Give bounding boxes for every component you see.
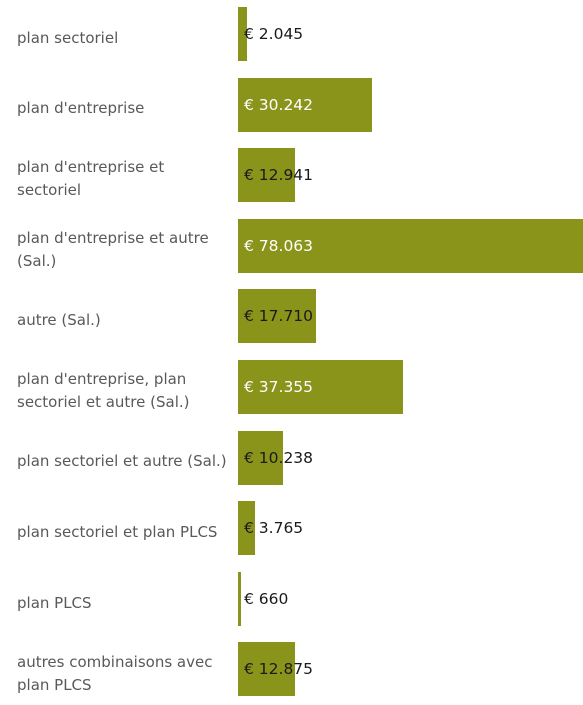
category-label: autres combinaisons avec plan PLCS [17, 652, 213, 694]
value-label: € 3.765 [244, 519, 304, 538]
value-label: € 2.045 [244, 25, 304, 43]
category-label: plan sectoriel et plan PLCS [17, 522, 218, 541]
category-label: autre (Sal.) [17, 311, 101, 330]
value-label: € 12.875 [244, 660, 314, 679]
bar [238, 218, 583, 273]
category-label: plan d'entreprise [17, 99, 145, 118]
category-label: plan PLCS [17, 593, 92, 612]
category-label: plan sectoriel [17, 28, 119, 47]
bar [238, 7, 248, 61]
bar [238, 77, 372, 132]
bar [238, 360, 404, 414]
category-label: plan d'entreprise et autre (Sal.) [17, 229, 209, 271]
bar [238, 571, 241, 626]
bar [238, 430, 284, 485]
value-label: € 12.941 [244, 166, 314, 185]
category-label: plan d'entreprise et sectoriel [17, 158, 165, 200]
bar [238, 289, 317, 344]
category-label: plan d'entreprise, plan sectoriel et aut… [17, 370, 190, 412]
value-label: € 37.355 [244, 378, 314, 396]
bar [238, 501, 255, 556]
value-label: € 30.242 [244, 95, 314, 114]
value-label: € 10.238 [244, 448, 314, 467]
category-label: plan sectoriel et autre (Sal.) [17, 452, 227, 471]
value-label: € 660 [244, 589, 289, 608]
value-label: € 17.710 [244, 307, 314, 326]
bar [238, 148, 296, 203]
bar [238, 642, 295, 697]
value-label: € 78.063 [244, 236, 314, 255]
